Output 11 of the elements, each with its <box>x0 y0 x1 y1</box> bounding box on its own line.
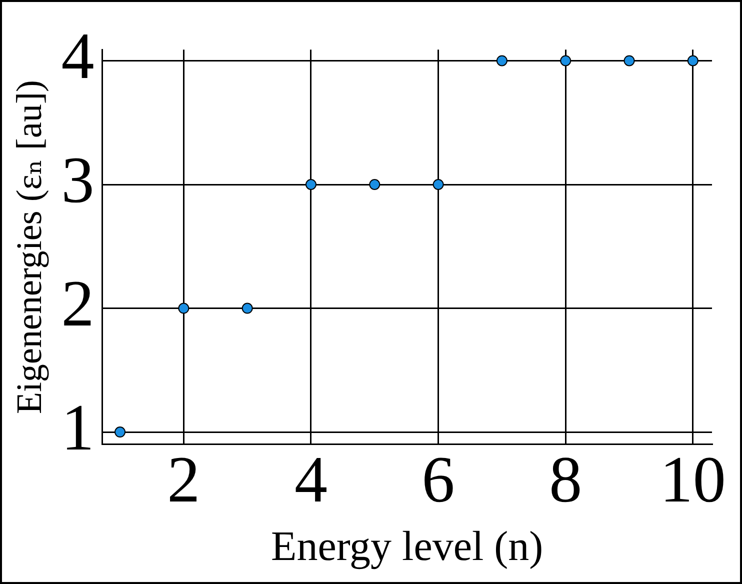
x-tick-label: 10 <box>660 443 726 516</box>
y-tick-label: 2 <box>61 268 94 341</box>
x-axis-title: Energy level (n) <box>271 524 544 570</box>
x-tick-label: 2 <box>167 443 200 516</box>
y-axis-title: Eigenenergies (εₙ [au]) <box>9 80 50 414</box>
y-tick-label: 4 <box>61 20 94 94</box>
x-tick-label: 8 <box>549 443 582 516</box>
x-tick-label: 6 <box>422 443 455 516</box>
y-tick-label: 3 <box>61 144 94 217</box>
y-tick-label: 1 <box>61 391 94 464</box>
x-tick-label: 4 <box>294 443 328 516</box>
